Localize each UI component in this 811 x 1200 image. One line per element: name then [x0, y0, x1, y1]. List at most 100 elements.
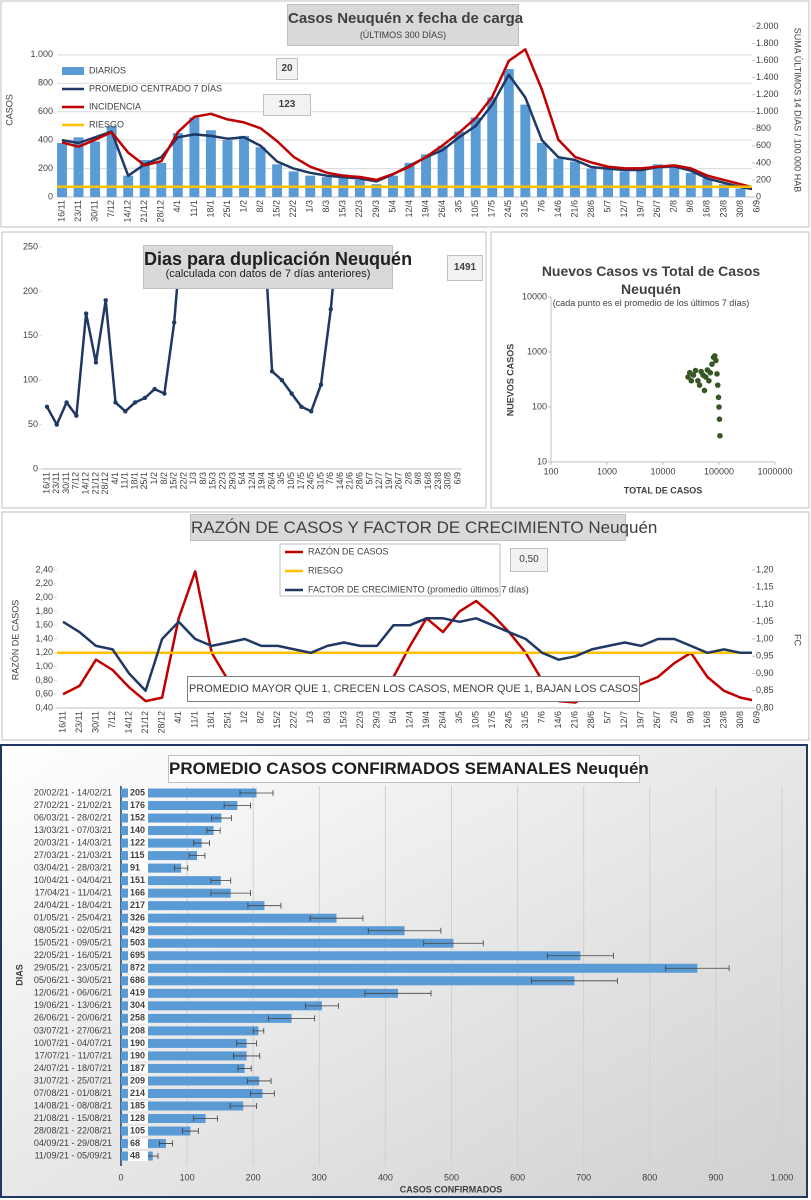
- x-tick-label: 23/8: [718, 200, 728, 218]
- bar: [121, 926, 405, 936]
- x-tick-label: 16/8: [423, 472, 433, 490]
- error-bar: [193, 840, 210, 847]
- legend-box: [279, 543, 501, 597]
- point: [717, 432, 723, 439]
- point: [709, 361, 715, 368]
- x-tick-label: 16/8: [702, 200, 712, 218]
- value-label: 419: [130, 988, 145, 998]
- value-label: 68: [130, 1138, 140, 1148]
- y-tick-label: 600: [38, 106, 53, 116]
- value-label: 304: [130, 1000, 145, 1010]
- value-label: 208: [130, 1025, 145, 1035]
- bar: [239, 135, 249, 197]
- x-tick-label: 100: [180, 1172, 195, 1182]
- bar: [90, 141, 101, 197]
- point: [713, 357, 719, 364]
- x-tick-label: 28/6: [586, 200, 596, 218]
- x-tick-label: 4/1: [110, 472, 120, 485]
- bar: [121, 813, 222, 823]
- annotation: 0,50: [510, 548, 548, 572]
- y-tick-label: 10/04/21 - 04/04/21: [34, 875, 112, 885]
- x-tick-label: 30/8: [443, 472, 453, 490]
- y2-tick-label: 1,15: [756, 582, 774, 592]
- label-bg: [128, 938, 148, 949]
- x-tick-label: 26/7: [652, 200, 662, 218]
- y-tick-label: 1.000: [30, 49, 53, 59]
- point: [714, 382, 721, 388]
- error-bar: [158, 1140, 173, 1147]
- chart-subtitle: (ÚLTIMOS 300 DÍAS): [359, 30, 447, 40]
- label-bg: [128, 800, 148, 811]
- value-label: 209: [130, 1075, 145, 1085]
- bar: [603, 168, 614, 197]
- label-bg: [128, 850, 148, 861]
- point: [690, 372, 697, 378]
- x-tick-label: 7/6: [325, 472, 335, 485]
- bar: [255, 147, 266, 197]
- x-tick-label: 22/3: [355, 711, 365, 729]
- y-tick-label: 22/05/21 - 16/05/21: [34, 950, 112, 960]
- bar: [205, 130, 216, 197]
- bar: [586, 168, 597, 197]
- x-tick-label: 10/5: [286, 472, 296, 490]
- error-bar: [239, 790, 274, 796]
- annotation: 123: [263, 94, 311, 116]
- value-label: 205: [130, 787, 145, 797]
- label-bg: [128, 975, 148, 986]
- x-tick-label: 7/6: [536, 200, 546, 213]
- x-tick-label: 21/6: [345, 472, 355, 490]
- x-tick-label: 10000: [650, 466, 675, 476]
- x-tick-label: 19/4: [257, 472, 267, 490]
- x-tick-label: 24/5: [306, 472, 316, 490]
- y2-tick-label: 1.400: [756, 72, 779, 82]
- x-tick-label: 28/12: [156, 200, 166, 223]
- marker: [64, 400, 69, 405]
- legend-symbol: [62, 67, 84, 75]
- x-tick-label: 15/3: [208, 472, 218, 490]
- legend-label: RAZÓN DE CASOS: [308, 546, 389, 556]
- error-bar: [305, 1002, 339, 1009]
- bar: [156, 162, 167, 197]
- x-tick-label: 22/2: [289, 711, 299, 729]
- y2-tick-label: 800: [756, 123, 771, 133]
- label-bg: [128, 788, 148, 798]
- x-tick-label: 24/5: [503, 200, 513, 218]
- x-tick-label: 23/11: [51, 472, 61, 494]
- value-label: 686: [130, 975, 145, 985]
- bar: [121, 976, 575, 986]
- bar: [454, 131, 465, 197]
- error-bar: [211, 815, 232, 822]
- error-bar: [531, 977, 618, 984]
- bar: [735, 188, 746, 197]
- value-label: 503: [130, 938, 145, 948]
- y2-tick-label: 0,90: [756, 668, 774, 678]
- x-tick-label: 1000000: [757, 466, 792, 476]
- y-tick-label: 2,40: [35, 564, 53, 574]
- x-tick-label: 17/5: [296, 472, 306, 490]
- error-bar: [210, 890, 251, 897]
- marker: [299, 404, 304, 410]
- x-tick-label: 28/6: [586, 711, 596, 729]
- bar: [685, 172, 696, 197]
- bar: [121, 1001, 322, 1011]
- error-bar: [252, 1027, 265, 1034]
- error-bar: [229, 1103, 257, 1109]
- x-tick-label: 25/1: [139, 472, 149, 490]
- value-label: 115: [130, 850, 145, 860]
- label-bg: [128, 925, 148, 936]
- x-tick-label: 16/11: [57, 711, 67, 733]
- y-tick-label: 24/07/21 - 18/07/21: [34, 1063, 112, 1073]
- bar: [272, 164, 283, 197]
- marker: [309, 409, 314, 414]
- y2-tick-label: 0,95: [756, 651, 774, 661]
- y-tick-label: 20/02/21 - 14/02/21: [34, 787, 112, 797]
- x-tick-label: 9/8: [413, 472, 423, 485]
- error-bar: [546, 952, 614, 959]
- bar: [121, 1088, 263, 1098]
- x-tick-label: 2/8: [669, 711, 679, 724]
- y-axis-label: NUEVOS CASOS: [505, 344, 515, 417]
- x-tick-label: 6/9: [751, 200, 761, 213]
- y-tick-label: 06/03/21 - 28/02/21: [34, 812, 112, 822]
- x-tick-label: 11/1: [189, 200, 199, 217]
- marker: [269, 369, 275, 374]
